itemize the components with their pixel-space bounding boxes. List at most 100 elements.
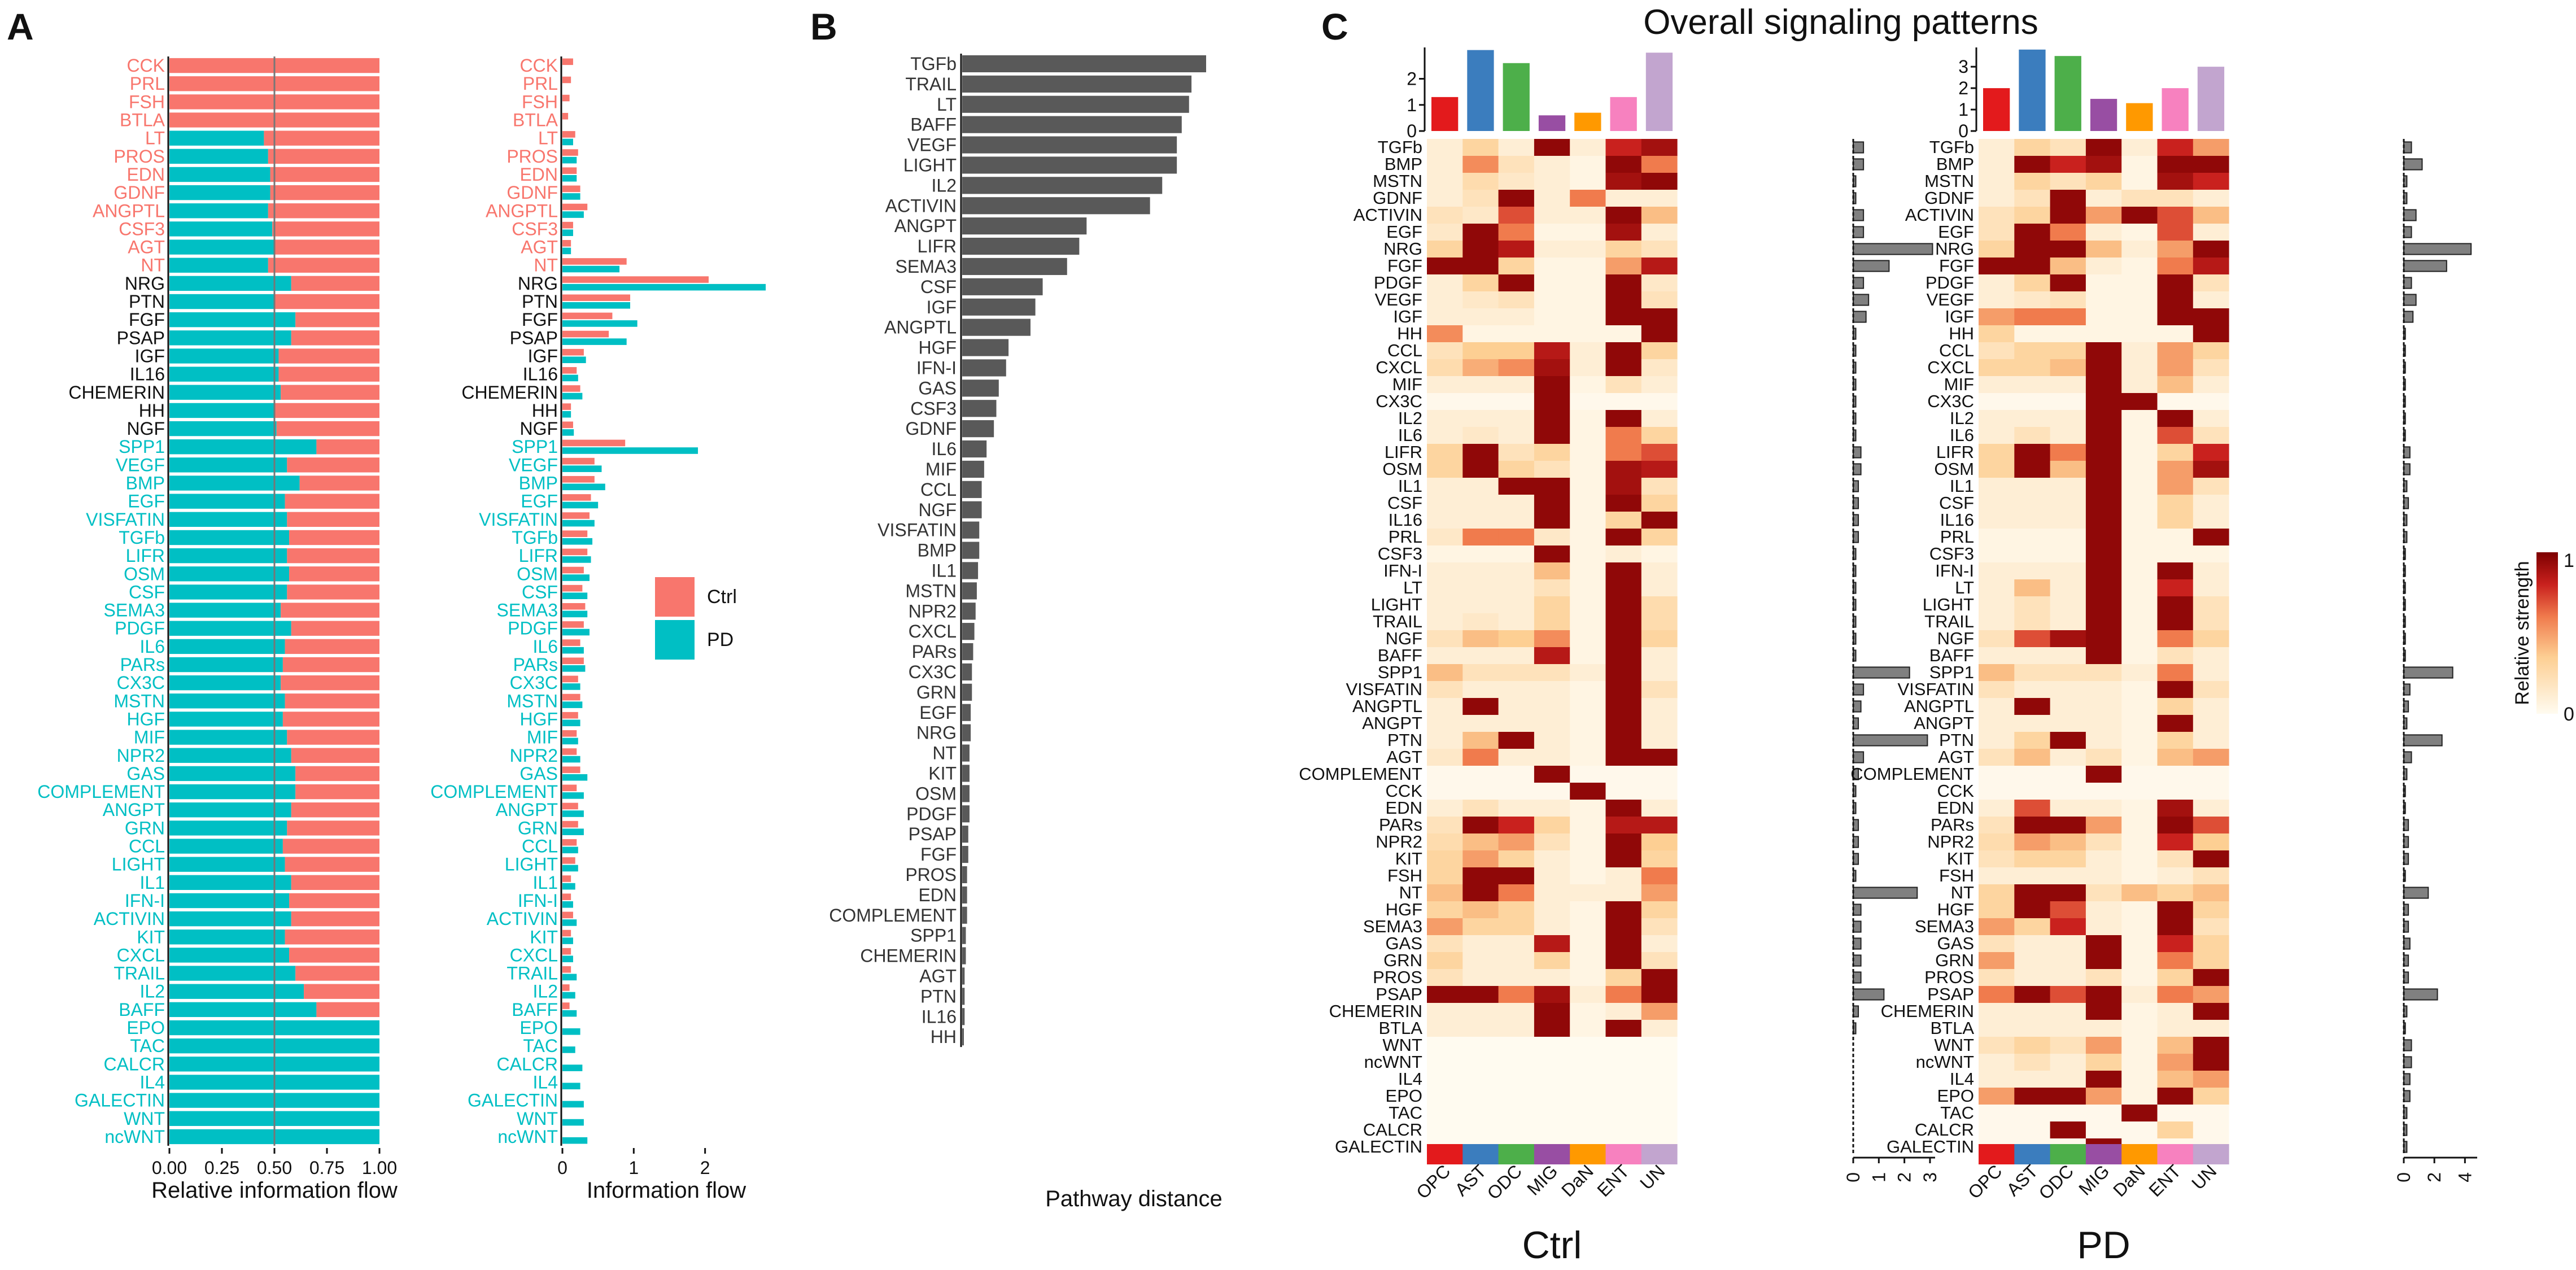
heat-cell [1570, 308, 1606, 326]
heat-cell [1641, 867, 1678, 885]
heat-cell [1534, 867, 1570, 885]
heat-cell [2014, 562, 2051, 580]
heat-cell [2050, 207, 2086, 224]
bar-ctrl-flow [562, 839, 577, 846]
heat-cell [1427, 410, 1463, 427]
heat-cell [2050, 461, 2086, 478]
heat-cell [2121, 512, 2158, 529]
heat-cell [2014, 156, 2051, 173]
heat-cell [1534, 1003, 1570, 1020]
row-label: PARs [1379, 815, 1422, 835]
bar-ctrl-flow [562, 276, 709, 283]
x-tick-label: 1.00 [362, 1158, 397, 1178]
heat-cell [1641, 613, 1678, 631]
heat-cell [1427, 1054, 1463, 1071]
heat-cell [1462, 1037, 1499, 1054]
heat-cell [1979, 935, 2015, 953]
heat-cell [2157, 156, 2194, 173]
heat-cell [1979, 647, 2015, 665]
heat-cell [1498, 342, 1535, 360]
heat-cell [2121, 1037, 2158, 1054]
row-label: FGF [1387, 256, 1422, 276]
bar-pd-flow [562, 992, 575, 999]
heat-cell [2014, 884, 2051, 902]
heat-cell [1534, 1121, 1570, 1139]
heat-cell [2193, 529, 2229, 546]
category-label: MIF [925, 459, 957, 479]
heat-cell [2050, 393, 2086, 411]
category-label: PROS [507, 146, 558, 167]
row-label: CX3C [1376, 391, 1422, 411]
heat-cell [1498, 376, 1535, 394]
heat-cell [2157, 766, 2194, 783]
row-label: IL6 [1950, 425, 1974, 445]
heat-cell [1570, 376, 1606, 394]
heat-cell [2014, 1003, 2051, 1020]
row-label: NGF [1386, 629, 1422, 648]
bar-pd-relative [169, 948, 290, 963]
bar-ctrl-relative [291, 330, 379, 346]
category-label: NPR2 [117, 745, 165, 766]
category-label: GALECTIN [468, 1090, 558, 1111]
bar-pd-relative [169, 548, 287, 564]
heat-cell [1605, 952, 1642, 970]
heat-cell [2157, 986, 2194, 1003]
category-label: CX3C [909, 662, 957, 682]
heat-cell [1427, 325, 1463, 343]
row-label: GALECTIN [1887, 1137, 1974, 1156]
heat-cell [1570, 833, 1606, 851]
heat-cell [2121, 766, 2158, 783]
heat-cell [1979, 291, 2015, 309]
heat-cell [1427, 800, 1463, 817]
heat-cell [2121, 918, 2158, 936]
heat-cell [1570, 783, 1606, 800]
heat-cell [1427, 359, 1463, 377]
heat-cell [1427, 529, 1463, 546]
heat-cell [1498, 749, 1535, 766]
category-label: TRAIL [905, 74, 957, 94]
heat-cell [1498, 291, 1535, 309]
heat-cell [1534, 274, 1570, 292]
heat-cell [1462, 884, 1499, 902]
bar-pd-flow [562, 756, 580, 763]
heat-cell [1462, 190, 1499, 207]
heat-cell [1605, 190, 1642, 207]
category-label: AGT [128, 237, 165, 258]
heat-cell [1605, 664, 1642, 682]
heat-cell [1427, 274, 1463, 292]
heat-cell [2121, 664, 2158, 682]
column-label: UN [1636, 1160, 1669, 1193]
heat-cell [1570, 630, 1606, 648]
signaling-heatmap: Overall signaling patterns012TGFbBMPMSTN… [1299, 3, 2574, 1267]
top-tick-label: 0 [1407, 121, 1417, 141]
category-label: BAFF [119, 1000, 165, 1020]
heat-cell [2157, 1003, 2194, 1020]
category-label: NT [534, 255, 558, 276]
bar-distance [962, 460, 984, 478]
heat-cell [1462, 783, 1499, 800]
heat-cell [1462, 562, 1499, 580]
side-bar [2403, 1039, 2412, 1051]
category-label: BMP [918, 540, 957, 561]
heat-cell [1605, 291, 1642, 309]
bar-ctrl-flow [562, 385, 580, 392]
row-label: MSTN [1373, 171, 1422, 191]
heat-cell [2014, 952, 2051, 970]
column-strip [2193, 1144, 2229, 1164]
bar-ctrl-flow [562, 657, 584, 665]
heat-cell [2050, 325, 2086, 343]
heat-cell [1641, 359, 1678, 377]
heat-cell [1979, 698, 2015, 715]
bar-distance [962, 440, 987, 458]
heat-cell [1427, 698, 1463, 715]
bar-ctrl-relative [295, 312, 379, 328]
heat-cell [1427, 207, 1463, 224]
heat-cell [1979, 427, 2015, 444]
bar-pd-relative [169, 167, 270, 182]
heat-cell [1427, 308, 1463, 326]
bar-ctrl-flow [562, 984, 570, 991]
heat-cell [2157, 376, 2194, 394]
row-label: HGF [1937, 900, 1974, 919]
heat-cell [2085, 190, 2122, 207]
heat-cell [2014, 783, 2051, 800]
